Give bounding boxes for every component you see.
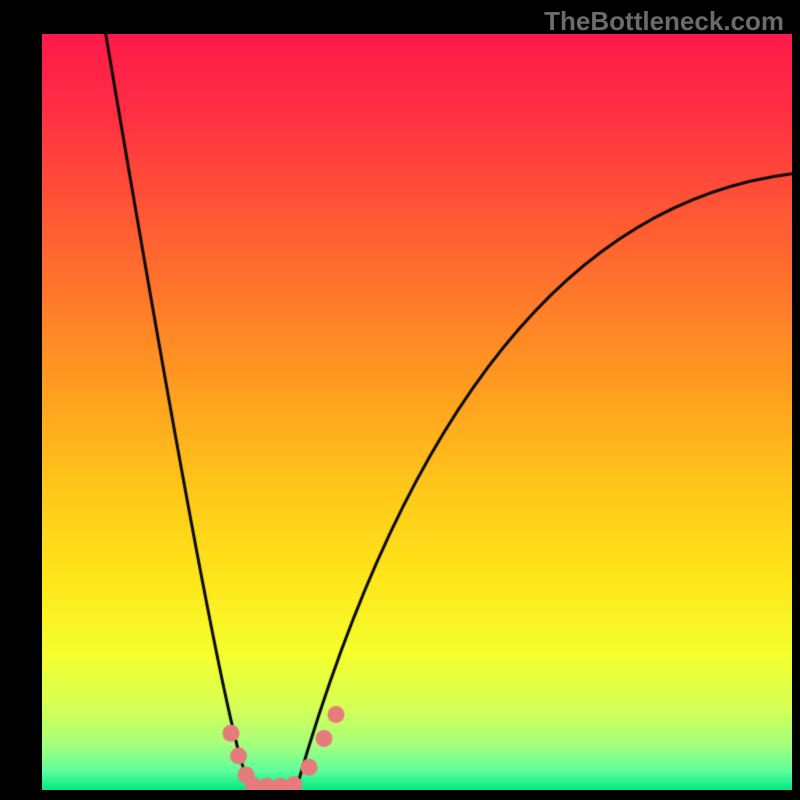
chart-canvas — [42, 34, 792, 790]
plot-area — [42, 34, 792, 790]
figure-root: TheBottleneck.com — [0, 0, 800, 800]
watermark-text: TheBottleneck.com — [544, 6, 784, 37]
